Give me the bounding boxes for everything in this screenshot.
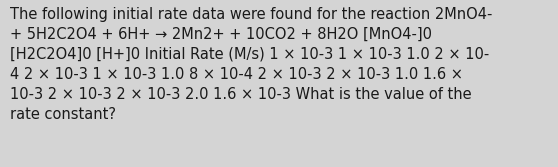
Text: The following initial rate data were found for the reaction 2MnO4-
+ 5H2C2O4 + 6: The following initial rate data were fou… — [10, 7, 492, 122]
